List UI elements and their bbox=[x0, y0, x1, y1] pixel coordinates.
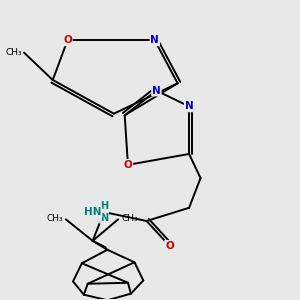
Text: HN: HN bbox=[84, 207, 102, 217]
Text: CH₃: CH₃ bbox=[46, 214, 63, 223]
Text: CH₃: CH₃ bbox=[5, 48, 22, 57]
Text: O: O bbox=[165, 241, 174, 251]
Text: N: N bbox=[152, 85, 161, 96]
Text: N: N bbox=[150, 35, 159, 45]
Text: N: N bbox=[185, 101, 194, 111]
Text: H
N: H N bbox=[100, 201, 108, 223]
Text: CH₃: CH₃ bbox=[121, 214, 138, 223]
Text: O: O bbox=[124, 160, 132, 170]
Text: O: O bbox=[63, 35, 72, 45]
